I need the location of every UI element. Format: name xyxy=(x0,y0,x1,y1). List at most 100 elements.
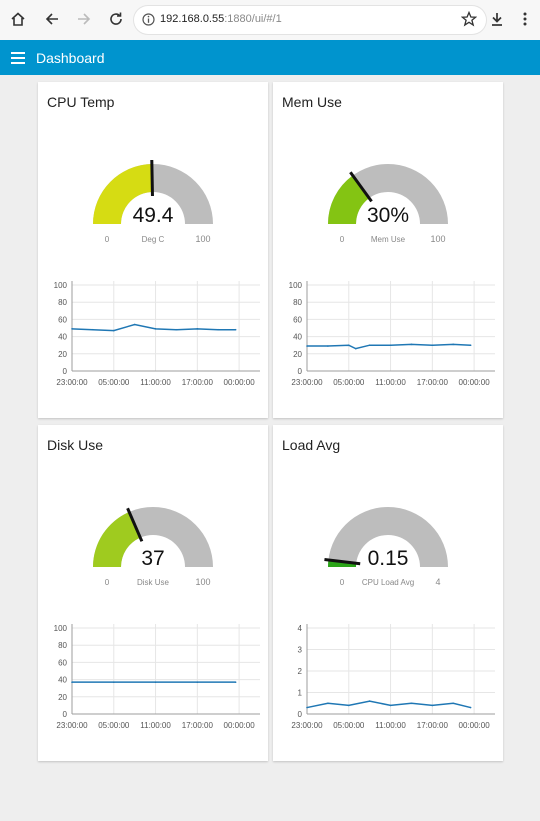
card-disk-use: Disk Use 37 Disk Use 0 100 0 20 40 60 80 100 23:0… xyxy=(38,425,268,761)
more-menu-icon[interactable] xyxy=(513,7,537,31)
info-icon[interactable] xyxy=(142,13,155,31)
chart-data-point xyxy=(327,345,329,347)
url-host: 192.168.0.55 xyxy=(160,13,225,25)
chart-y-tick-label: 1 xyxy=(298,689,303,698)
chart-load-avg: 0 1 2 3 4 23:00:00 05:00:00 11:00:00 17:00:00 00:… xyxy=(291,624,495,730)
card-load-avg: Load Avg 0.15 CPU Load Avg 0 4 0 1 2 3 4 23:00:0… xyxy=(273,425,503,761)
chart-data-point xyxy=(306,706,308,709)
gauge-units: Mem Use xyxy=(371,235,406,244)
chart-y-tick-label: 40 xyxy=(58,676,67,685)
chart-x-tick-label: 05:00:00 xyxy=(333,378,365,387)
url-text: 192.168.0.55:1880/ui/#/1 xyxy=(160,13,282,25)
chart-data-point xyxy=(368,344,371,347)
chart-y-tick-label: 40 xyxy=(293,333,302,342)
gauge-max: 100 xyxy=(195,577,210,587)
gauge-min: 0 xyxy=(340,578,345,587)
chart-y-tick-label: 60 xyxy=(58,658,67,667)
chart-data-point xyxy=(354,347,357,350)
forward-icon[interactable] xyxy=(72,7,96,31)
reload-icon[interactable] xyxy=(104,7,128,31)
download-icon[interactable] xyxy=(485,7,509,31)
gauge-max: 100 xyxy=(195,234,210,244)
chart-series-line xyxy=(71,323,236,332)
chart-y-tick-label: 2 xyxy=(298,667,303,676)
card-title: CPU Temp xyxy=(47,94,115,110)
chart-y-tick-label: 80 xyxy=(58,641,67,650)
chart-data-point xyxy=(234,328,237,331)
chart-data-point xyxy=(71,328,73,330)
app-title: Dashboard xyxy=(36,50,105,66)
gauge-value: 49.4 xyxy=(133,204,174,227)
app-bar: Dashboard xyxy=(0,40,540,75)
chart-y-tick-label: 80 xyxy=(58,298,67,307)
chart-data-point xyxy=(347,704,350,707)
gauge-load-avg: 0.15 CPU Load Avg 0 4 xyxy=(324,507,448,587)
gauge-value: 37 xyxy=(141,547,164,570)
chart-x-tick-label: 00:00:00 xyxy=(224,721,256,730)
chart-series-line xyxy=(306,700,471,709)
gauge-track xyxy=(328,507,448,567)
chart-y-tick-label: 0 xyxy=(298,710,303,719)
chart-x-tick-label: 17:00:00 xyxy=(182,378,214,387)
gauge-disk-use: 37 Disk Use 0 100 xyxy=(93,507,213,587)
gauge-cpu-temp: 49.4 Deg C 0 100 xyxy=(93,159,213,244)
chart-data-point xyxy=(452,343,455,346)
gauge-needle xyxy=(150,159,154,197)
chart-data-point xyxy=(389,704,392,707)
chart-data-point xyxy=(175,328,178,331)
chart-data-point xyxy=(389,344,392,347)
chart-data-point xyxy=(71,681,73,683)
gauge-needle xyxy=(349,171,373,203)
chart-y-tick-label: 40 xyxy=(58,333,67,342)
gauge-min: 0 xyxy=(105,578,110,587)
chart-data-point xyxy=(347,344,350,347)
card-title: Load Avg xyxy=(282,437,341,453)
hamburger-menu-icon[interactable] xyxy=(11,51,25,69)
back-icon[interactable] xyxy=(40,7,64,31)
chart-series-line xyxy=(307,343,471,350)
chart-x-tick-label: 17:00:00 xyxy=(417,721,449,730)
card-mem-use: Mem Use 30% Mem Use 0 100 0 20 40 60 80 100 23:00… xyxy=(273,82,503,418)
chart-x-tick-label: 11:00:00 xyxy=(140,378,171,387)
card-title: Mem Use xyxy=(282,94,342,110)
chart-data-point xyxy=(217,328,220,331)
gauge-needle xyxy=(324,557,361,566)
chart-data-point xyxy=(154,681,157,683)
chart-mem-use: 0 20 40 60 80 100 23:00:00 05:00:00 11:00:00 17:0… xyxy=(289,281,495,387)
chart-data-point xyxy=(469,706,472,709)
chart-data-point xyxy=(196,328,199,330)
chart-x-tick-label: 05:00:00 xyxy=(333,721,365,730)
chart-x-tick-label: 17:00:00 xyxy=(417,378,449,387)
home-icon[interactable] xyxy=(6,7,30,31)
star-icon[interactable] xyxy=(457,7,481,31)
address-bar[interactable]: 192.168.0.55:1880/ui/#/1 xyxy=(134,6,486,34)
chart-cpu-temp: 0 20 40 60 80 100 23:00:00 05:00:00 11:00:00 17:0… xyxy=(54,281,260,387)
gauge-value: 0.15 xyxy=(368,547,409,570)
chart-y-tick-label: 0 xyxy=(298,367,303,376)
chart-y-tick-label: 60 xyxy=(293,315,302,324)
gauge-fill xyxy=(328,175,370,224)
chart-x-tick-label: 11:00:00 xyxy=(375,378,406,387)
chart-x-tick-label: 00:00:00 xyxy=(224,378,256,387)
url-path: :1880/ui/#/1 xyxy=(224,13,282,25)
chart-y-tick-label: 4 xyxy=(298,624,303,633)
chart-x-tick-label: 11:00:00 xyxy=(375,721,406,730)
chart-data-point xyxy=(133,323,136,326)
gauge-max: 4 xyxy=(435,577,440,587)
gauge-value: 30% xyxy=(367,204,409,227)
chart-data-point xyxy=(306,345,308,347)
chart-x-tick-label: 23:00:00 xyxy=(56,378,88,387)
chart-data-point xyxy=(112,681,115,683)
chart-x-tick-label: 05:00:00 xyxy=(98,378,130,387)
chart-y-tick-label: 0 xyxy=(63,710,68,719)
chart-x-tick-label: 23:00:00 xyxy=(291,378,323,387)
chart-data-point xyxy=(368,700,371,702)
chart-data-point xyxy=(410,343,413,346)
chart-x-tick-label: 23:00:00 xyxy=(291,721,323,730)
card-cpu-temp: CPU Temp 49.4 Deg C 0 100 0 20 40 60 80 100 23:00… xyxy=(38,82,268,418)
chart-y-tick-label: 100 xyxy=(54,624,68,633)
chart-data-point xyxy=(410,702,413,705)
chart-x-tick-label: 00:00:00 xyxy=(459,721,491,730)
chart-data-point xyxy=(452,702,455,705)
chart-data-point xyxy=(431,344,434,347)
